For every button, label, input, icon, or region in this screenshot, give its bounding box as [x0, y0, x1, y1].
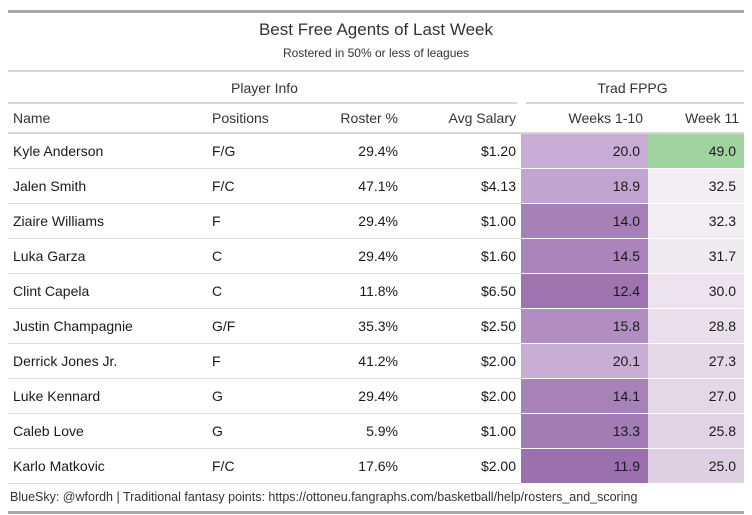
- weeks-1-10-fppg: 14.0: [521, 203, 648, 239]
- player-name: Justin Champagnie: [8, 308, 207, 344]
- week-11-fppg: 49.0: [648, 133, 744, 169]
- spanner-row: Player Info Trad FPPG: [8, 72, 744, 104]
- avg-salary: $1.00: [403, 413, 521, 449]
- avg-salary: $1.20: [403, 133, 521, 169]
- roster-pct: 41.2%: [307, 343, 403, 379]
- player-positions: F/C: [207, 448, 307, 484]
- player-name: Clint Capela: [8, 273, 207, 309]
- table-row: Luka Garza C 29.4% $1.60 14.5 31.7: [8, 238, 744, 274]
- avg-salary: $2.50: [403, 308, 521, 344]
- roster-pct: 29.4%: [307, 133, 403, 169]
- column-header-name: Name: [8, 104, 207, 134]
- roster-pct: 29.4%: [307, 378, 403, 414]
- roster-pct: 11.8%: [307, 273, 403, 309]
- player-name: Kyle Anderson: [8, 133, 207, 169]
- table-row: Derrick Jones Jr. F 41.2% $2.00 20.1 27.…: [8, 343, 744, 379]
- player-name: Caleb Love: [8, 413, 207, 449]
- table-row: Luke Kennard G 29.4% $2.00 14.1 27.0: [8, 378, 744, 414]
- week-11-fppg: 31.7: [648, 238, 744, 274]
- spanner-trad-fppg: Trad FPPG: [521, 72, 744, 104]
- table-row: Justin Champagnie G/F 35.3% $2.50 15.8 2…: [8, 308, 744, 344]
- column-header-roster-pct: Roster %: [307, 104, 403, 134]
- source-note: BlueSky: @wfordh | Traditional fantasy p…: [10, 490, 638, 504]
- player-name: Karlo Matkovic: [8, 448, 207, 484]
- table-title: Best Free Agents of Last Week: [258, 20, 494, 39]
- avg-salary: $4.13: [403, 168, 521, 204]
- weeks-1-10-fppg: 20.1: [521, 343, 648, 379]
- table-subtitle: Rostered in 50% or less of leagues: [282, 46, 470, 60]
- roster-pct: 35.3%: [307, 308, 403, 344]
- player-positions: G/F: [207, 308, 307, 344]
- table-row: Karlo Matkovic F/C 17.6% $2.00 11.9 25.0: [8, 448, 744, 484]
- player-positions: F/C: [207, 168, 307, 204]
- weeks-1-10-fppg: 15.8: [521, 308, 648, 344]
- player-positions: F/G: [207, 133, 307, 169]
- column-header-week-11: Week 11: [648, 104, 744, 134]
- week-11-fppg: 25.0: [648, 448, 744, 484]
- table-row: Jalen Smith F/C 47.1% $4.13 18.9 32.5: [8, 168, 744, 204]
- avg-salary: $6.50: [403, 273, 521, 309]
- week-11-fppg: 32.3: [648, 203, 744, 239]
- table-header: Best Free Agents of Last Week Rostered i…: [8, 13, 744, 72]
- player-positions: G: [207, 413, 307, 449]
- week-11-fppg: 28.8: [648, 308, 744, 344]
- table-row: Kyle Anderson F/G 29.4% $1.20 20.0 49.0: [8, 133, 744, 169]
- weeks-1-10-fppg: 14.1: [521, 378, 648, 414]
- player-name: Derrick Jones Jr.: [8, 343, 207, 379]
- free-agents-table: Best Free Agents of Last Week Rostered i…: [8, 10, 744, 514]
- roster-pct: 47.1%: [307, 168, 403, 204]
- column-header-positions: Positions: [207, 104, 307, 134]
- week-11-fppg: 25.8: [648, 413, 744, 449]
- player-name: Luka Garza: [8, 238, 207, 274]
- weeks-1-10-fppg: 13.3: [521, 413, 648, 449]
- column-header-row: Name Positions Roster % Avg Salary Weeks…: [8, 104, 744, 134]
- week-11-fppg: 27.0: [648, 378, 744, 414]
- roster-pct: 5.9%: [307, 413, 403, 449]
- avg-salary: $2.00: [403, 378, 521, 414]
- week-11-fppg: 32.5: [648, 168, 744, 204]
- table-row: Clint Capela C 11.8% $6.50 12.4 30.0: [8, 273, 744, 309]
- avg-salary: $2.00: [403, 448, 521, 484]
- column-header-weeks-1-10: Weeks 1-10: [521, 104, 648, 134]
- roster-pct: 29.4%: [307, 203, 403, 239]
- roster-pct: 17.6%: [307, 448, 403, 484]
- avg-salary: $2.00: [403, 343, 521, 379]
- avg-salary: $1.60: [403, 238, 521, 274]
- weeks-1-10-fppg: 14.5: [521, 238, 648, 274]
- player-name: Jalen Smith: [8, 168, 207, 204]
- player-positions: C: [207, 238, 307, 274]
- table-row: Ziaire Williams F 29.4% $1.00 14.0 32.3: [8, 203, 744, 239]
- weeks-1-10-fppg: 11.9: [521, 448, 648, 484]
- player-name: Ziaire Williams: [8, 203, 207, 239]
- data-table: Player Info Trad FPPG Name Positions Ros…: [8, 72, 744, 484]
- weeks-1-10-fppg: 18.9: [521, 168, 648, 204]
- column-header-avg-salary: Avg Salary: [403, 104, 521, 134]
- roster-pct: 29.4%: [307, 238, 403, 274]
- weeks-1-10-fppg: 12.4: [521, 273, 648, 309]
- player-name: Luke Kennard: [8, 378, 207, 414]
- player-positions: F: [207, 203, 307, 239]
- player-positions: C: [207, 273, 307, 309]
- avg-salary: $1.00: [403, 203, 521, 239]
- weeks-1-10-fppg: 20.0: [521, 133, 648, 169]
- table-row: Caleb Love G 5.9% $1.00 13.3 25.8: [8, 413, 744, 449]
- player-positions: F: [207, 343, 307, 379]
- spanner-player-info: Player Info: [8, 72, 521, 104]
- week-11-fppg: 30.0: [648, 273, 744, 309]
- player-positions: G: [207, 378, 307, 414]
- week-11-fppg: 27.3: [648, 343, 744, 379]
